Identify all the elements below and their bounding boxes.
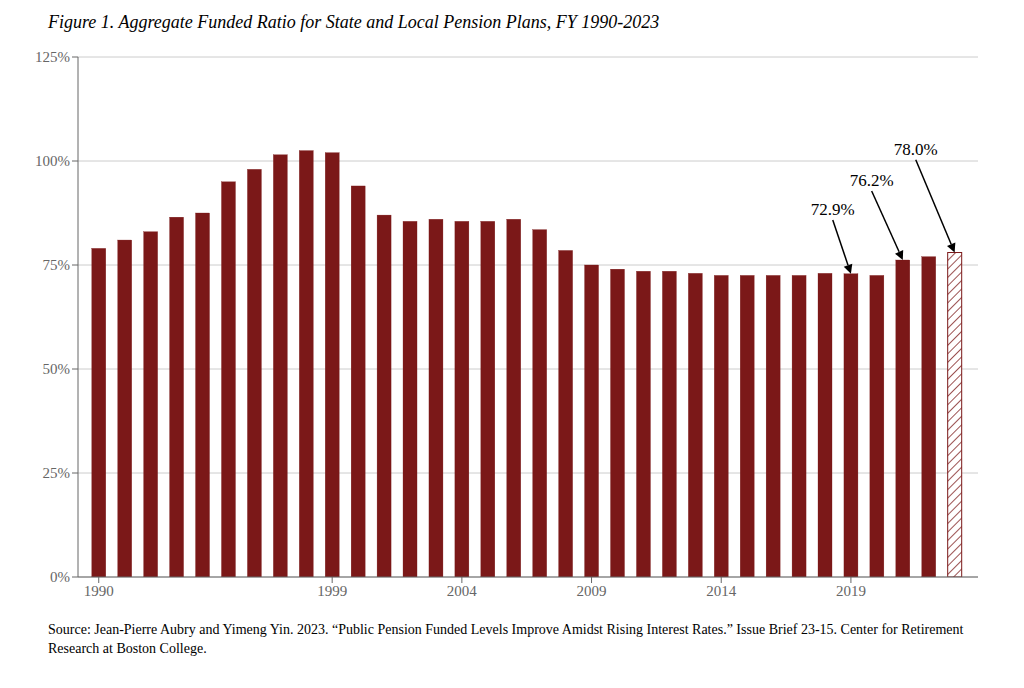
svg-text:78.0%: 78.0%	[894, 140, 938, 159]
svg-text:0%: 0%	[50, 569, 70, 585]
svg-text:72.9%: 72.9%	[811, 200, 855, 219]
svg-text:76.2%: 76.2%	[850, 171, 894, 190]
html-text:Source: Jean-Pierre Aubry and: Source: Jean-Pierre Aubry and Yimeng Yin…	[48, 622, 964, 656]
svg-text:25%: 25%	[43, 465, 71, 481]
svg-text:2019: 2019	[836, 583, 866, 599]
svg-text:1999: 1999	[317, 583, 347, 599]
svg-text:1990: 1990	[84, 583, 114, 599]
svg-text:2004: 2004	[447, 583, 478, 599]
svg-text:2014: 2014	[706, 583, 737, 599]
svg-text:100%: 100%	[35, 153, 70, 169]
svg-text:125%: 125%	[35, 49, 70, 65]
svg-text:75%: 75%	[43, 257, 71, 273]
svg-text:2009: 2009	[577, 583, 607, 599]
html-text:Figure 1. Aggregate Funded Rat: Figure 1. Aggregate Funded Ratio for Sta…	[48, 12, 660, 32]
svg-text:50%: 50%	[43, 361, 71, 377]
